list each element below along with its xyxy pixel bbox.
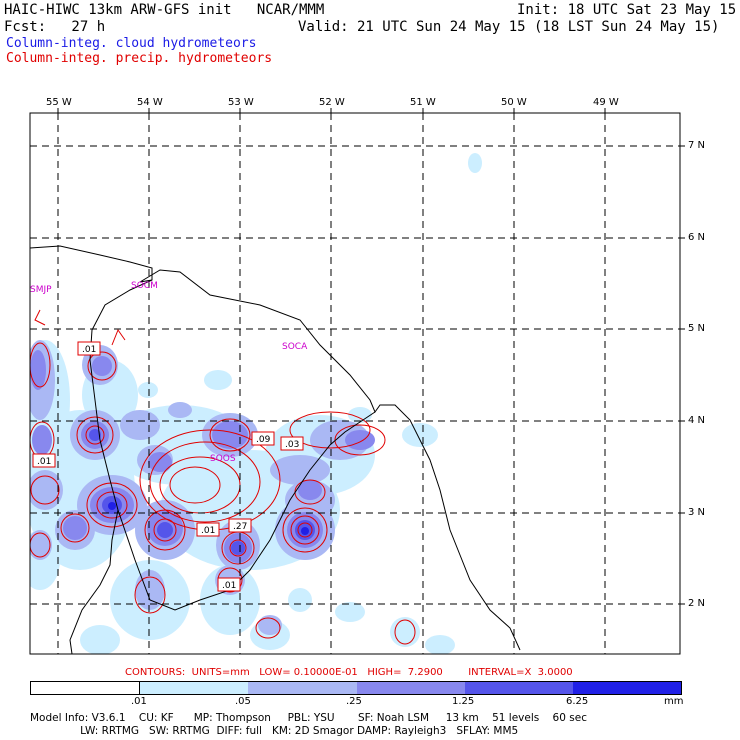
station-soca: SOCA bbox=[282, 342, 308, 352]
colorbar-bin-1 bbox=[140, 682, 249, 694]
contour-label-7: .01 bbox=[222, 581, 236, 591]
contour-label-2: .01 bbox=[37, 457, 51, 467]
map-content: SMJP SOCM SOCA SOOS .01 .01 .09 .03 .27 … bbox=[30, 113, 680, 654]
colorbar-label-625: 6.25 bbox=[566, 696, 589, 707]
colorbar bbox=[30, 681, 682, 695]
contour-label-5: .27 bbox=[233, 522, 247, 532]
colorbar-label-05: .05 bbox=[235, 696, 251, 707]
lon-label-51w: 51 W bbox=[410, 97, 436, 108]
cloud-shading-peak bbox=[108, 502, 309, 535]
colorbar-bin-4 bbox=[464, 682, 573, 694]
precip-field-label: Column-integ. precip. hydrometeors bbox=[6, 51, 273, 66]
station-smjp: SMJP bbox=[30, 285, 52, 295]
lon-label-53w: 53 W bbox=[228, 97, 254, 108]
lon-label-55w: 55 W bbox=[46, 97, 72, 108]
coastline bbox=[30, 245, 521, 654]
lon-label-54w: 54 W bbox=[137, 97, 163, 108]
stations: SMJP SOCM SOCA SOOS bbox=[30, 281, 308, 464]
station-socm: SOCM bbox=[131, 281, 158, 291]
station-soos: SOOS bbox=[210, 454, 236, 464]
lat-label-6n: 6 N bbox=[688, 232, 706, 243]
colorbar-bin-5 bbox=[572, 682, 682, 694]
forecast-hour: Fcst: 27 h bbox=[4, 19, 106, 35]
init-time: Init: 18 UTC Sat 23 May 15 bbox=[517, 2, 737, 18]
model-info-line2: LW: RRTMG SW: RRTMG DIFF: full KM: 2D Sm… bbox=[30, 725, 519, 737]
contour-info: CONTOURS: UNITS=mm LOW= 0.10000E-01 HIGH… bbox=[125, 667, 573, 678]
lat-label-5n: 5 N bbox=[688, 323, 706, 334]
model-info-line1: Model Info: V3.6.1 CU: KF MP: Thompson P… bbox=[30, 712, 587, 724]
cloud-shading-light bbox=[30, 153, 482, 654]
lat-label-4n: 4 N bbox=[688, 415, 706, 426]
graticule bbox=[30, 113, 680, 654]
precip-contours bbox=[30, 309, 416, 645]
contour-label-6: .01 bbox=[201, 526, 215, 536]
lat-label-3n: 3 N bbox=[688, 507, 706, 518]
contour-labels: .01 .01 .09 .03 .27 .01 .01 bbox=[32, 341, 304, 592]
colorbar-bin-0 bbox=[31, 682, 141, 694]
cloud-field-label: Column-integ. cloud hydrometeors bbox=[6, 36, 257, 51]
lat-label-7n: 7 N bbox=[688, 140, 706, 151]
colorbar-label-01: .01 bbox=[131, 696, 147, 707]
model-title: HAIC-HIWC 13km ARW-GFS init NCAR/MMM bbox=[4, 2, 325, 18]
contour-label-1: .01 bbox=[82, 345, 96, 355]
map-frame bbox=[29, 112, 681, 655]
valid-time: Valid: 21 UTC Sun 24 May 15 (18 LST Sun … bbox=[298, 19, 720, 35]
frame-ticks bbox=[57, 108, 685, 605]
colorbar-label-125: 1.25 bbox=[452, 696, 475, 707]
contour-label-3: .09 bbox=[256, 435, 271, 445]
lon-label-52w: 52 W bbox=[319, 97, 345, 108]
colorbar-units: mm bbox=[664, 696, 684, 707]
colorbar-bin-2 bbox=[248, 682, 357, 694]
colorbar-bin-3 bbox=[356, 682, 465, 694]
lon-label-50w: 50 W bbox=[501, 97, 527, 108]
contour-label-4: .03 bbox=[285, 440, 299, 450]
lat-label-2n: 2 N bbox=[688, 598, 706, 609]
lon-label-49w: 49 W bbox=[593, 97, 619, 108]
colorbar-label-25: .25 bbox=[346, 696, 362, 707]
